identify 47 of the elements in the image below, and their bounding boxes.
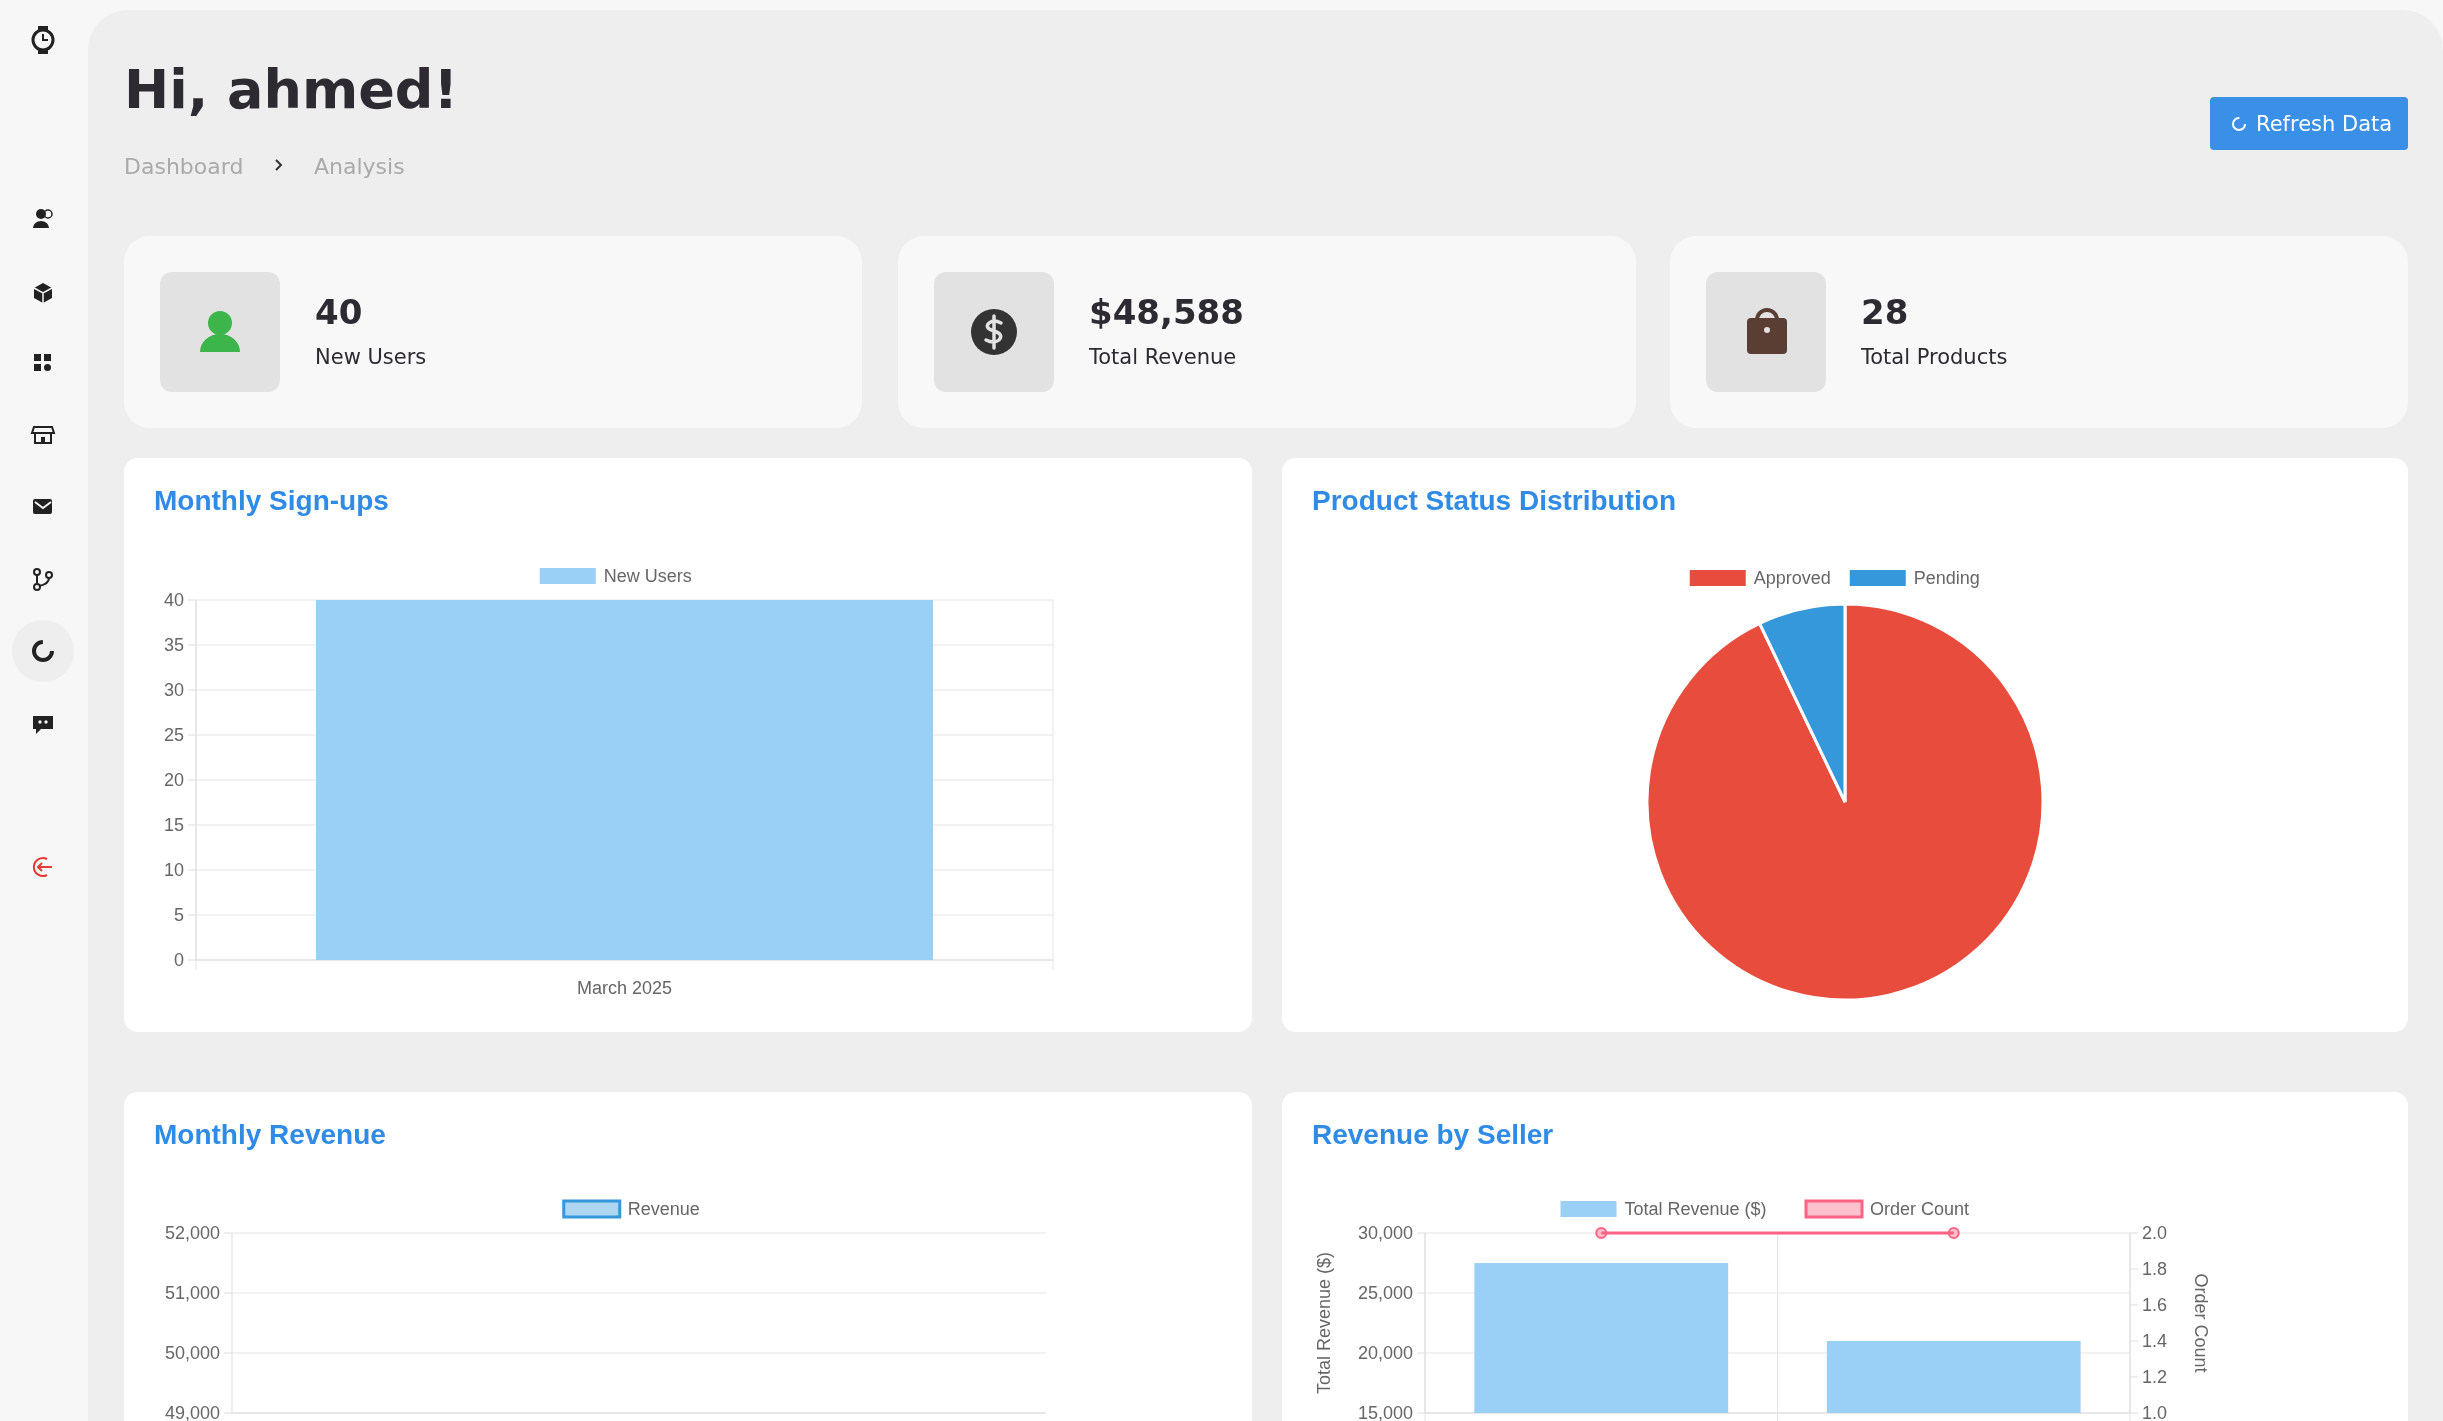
chart-title: Monthly Sign-ups bbox=[154, 485, 389, 516]
y-tick-label: 49,000 bbox=[164, 1403, 220, 1421]
y2-tick-label: 1.6 bbox=[2142, 1295, 2168, 1315]
y-tick-label: 25,000 bbox=[1357, 1283, 1413, 1303]
y2-tick-label: 2.0 bbox=[2142, 1223, 2168, 1243]
text: New Users bbox=[315, 345, 427, 369]
chart-title: Revenue by Seller bbox=[1312, 1119, 1554, 1150]
y-tick-label: 35 bbox=[163, 635, 184, 655]
text: Analysis bbox=[314, 154, 405, 179]
chart-title: Product Status Distribution bbox=[1312, 485, 1676, 516]
legend-label: Order Count bbox=[1870, 1199, 1970, 1219]
y-tick-label: 25 bbox=[163, 725, 184, 745]
pie-slice bbox=[1645, 602, 2045, 1002]
y-tick-label: 51,000 bbox=[164, 1283, 220, 1303]
chart-title: Monthly Revenue bbox=[154, 1119, 386, 1150]
legend-label: Pending bbox=[1913, 568, 1980, 588]
y-tick-label: 20 bbox=[163, 770, 184, 790]
y2-tick-label: 1.4 bbox=[2142, 1331, 2168, 1351]
y2-tick-label: 1.2 bbox=[2142, 1367, 2168, 1387]
x-tick-label: March 2025 bbox=[576, 978, 673, 998]
text: Dashboard bbox=[124, 154, 244, 179]
text: 28 bbox=[1861, 292, 1909, 332]
text: $48,588 bbox=[1089, 292, 1244, 332]
y2-tick-label: 1.0 bbox=[2142, 1403, 2168, 1421]
y-axis-title: Total Revenue ($) bbox=[1314, 1251, 1334, 1395]
y-tick-label: 50,000 bbox=[164, 1343, 220, 1363]
y-tick-label: 0 bbox=[173, 950, 184, 970]
text: 40 bbox=[315, 292, 363, 332]
y-tick-label: 30,000 bbox=[1357, 1223, 1413, 1243]
y-tick-label: 10 bbox=[163, 860, 184, 880]
text: Total Products bbox=[1860, 345, 2008, 369]
y-tick-label: 52,000 bbox=[164, 1223, 220, 1243]
y-tick-label: 15,000 bbox=[1357, 1403, 1413, 1421]
y-tick-label: 30 bbox=[163, 680, 184, 700]
text: Refresh Data bbox=[2256, 112, 2393, 136]
text: Hi, ahmed! bbox=[124, 58, 459, 121]
y-tick-label: 40 bbox=[163, 590, 184, 610]
legend-label: Approved bbox=[1753, 568, 1831, 588]
y-tick-label: 15 bbox=[163, 815, 184, 835]
legend-label: Total Revenue ($) bbox=[1624, 1199, 1767, 1219]
y-tick-label: 20,000 bbox=[1357, 1343, 1413, 1363]
y2-axis-title: Order Count bbox=[2191, 1273, 2211, 1373]
text: Total Revenue bbox=[1088, 345, 1237, 369]
y2-tick-label: 1.8 bbox=[2142, 1259, 2168, 1279]
legend-label: Revenue bbox=[627, 1199, 700, 1219]
legend-label: New Users bbox=[603, 566, 692, 586]
y-tick-label: 5 bbox=[173, 905, 184, 925]
